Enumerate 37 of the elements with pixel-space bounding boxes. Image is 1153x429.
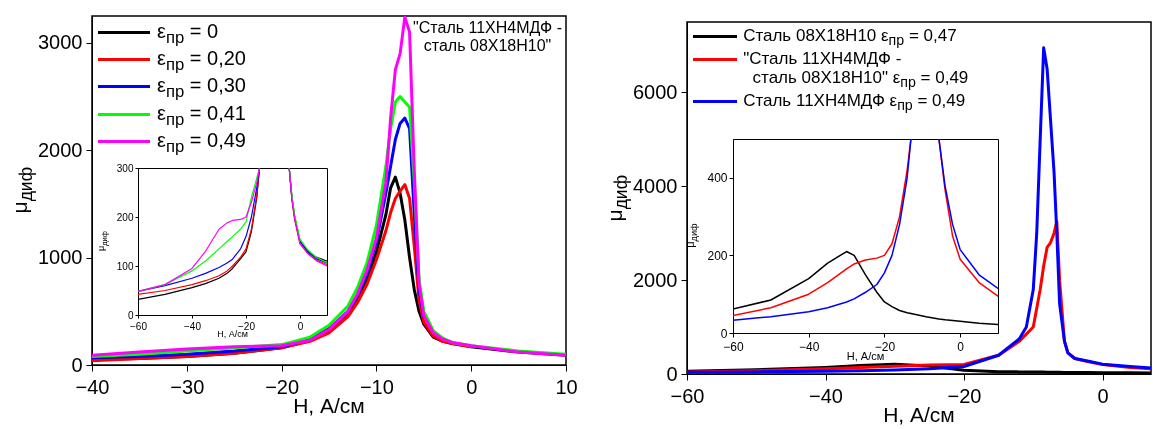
- x-tick-label: −40: [809, 384, 843, 407]
- y-tick-label: 200: [116, 211, 134, 223]
- x-tick-label: −60: [130, 320, 148, 332]
- y-tick-label: 200: [707, 248, 728, 263]
- legend-label: ε$_{пр}$ = 0,49: [157, 128, 246, 156]
- y-tick-label: 3000: [38, 31, 83, 54]
- legend-label: ε$_{пр}$ = 0,41: [157, 101, 246, 129]
- x-axis-title: H, А/см: [217, 329, 248, 339]
- y-tick-label: 6000: [633, 80, 678, 103]
- y-tick-label: 300: [116, 162, 134, 174]
- legend-label: Сталь 11ХН4МДФ ε$_{пр}$ = 0,49: [743, 90, 966, 114]
- y-tick-label: 0: [127, 309, 134, 321]
- y-tick-label: 1000: [38, 246, 83, 269]
- y-tick-label: 2000: [633, 268, 678, 291]
- legend-label: Сталь 08Х18Н10 ε$_{пр}$ = 0,47: [743, 26, 957, 49]
- y-tick-label: 4000: [633, 174, 678, 197]
- x-tick-label: −60: [670, 384, 705, 407]
- x-tick-label: 0: [1097, 384, 1109, 407]
- legend-label: ε$_{пр}$ = 0,20: [157, 47, 246, 75]
- x-tick-label: −40: [799, 339, 820, 354]
- x-tick-label: 10: [555, 375, 578, 398]
- y-tick-label: 0: [71, 353, 83, 376]
- y-tick-label: 2000: [38, 138, 83, 161]
- y-tick-label: 400: [707, 171, 728, 186]
- legend-label: ε$_{пр}$ = 0: [157, 20, 219, 48]
- x-tick-label: −30: [170, 375, 205, 398]
- x-tick-label: −40: [75, 375, 110, 398]
- annotation: "Сталь 11ХН4МДФ - сталь 08Х18Н10": [413, 19, 562, 55]
- y-tick-label: 100: [116, 260, 134, 272]
- x-tick-label: −40: [184, 320, 202, 332]
- legend-label: ε$_{пр}$ = 0,30: [157, 74, 246, 102]
- x-tick-label: 0: [297, 320, 304, 332]
- x-tick-label: −20: [238, 320, 256, 332]
- x-tick-label: 0: [957, 339, 965, 354]
- legend-label: "Сталь 11ХН4МДФ - сталь 08Х18Н10" ε$_{пр}$ = 0,49: [743, 48, 969, 91]
- x-tick-label: −60: [723, 339, 744, 354]
- x-tick-label: 0: [466, 375, 478, 398]
